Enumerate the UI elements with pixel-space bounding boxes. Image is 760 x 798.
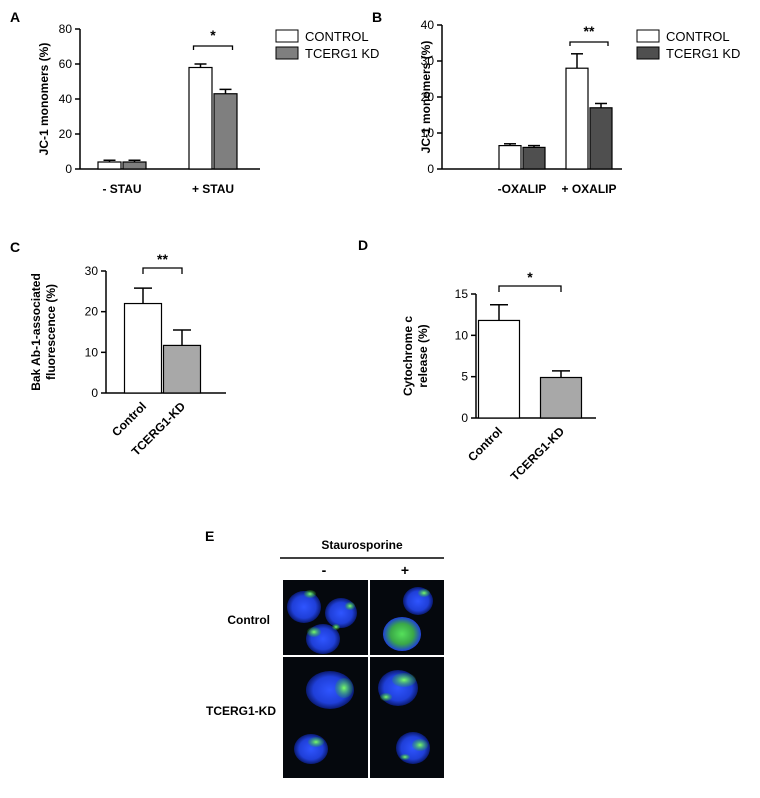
y-axis-label: Cytochrome c <box>401 316 415 396</box>
category-label: TCERG1-KD <box>508 424 568 484</box>
y-axis-label: release (%) <box>416 324 430 387</box>
y-tick-label: 10 <box>421 126 435 140</box>
legend-swatch <box>275 29 299 43</box>
panel-label: D <box>358 237 368 253</box>
bar <box>162 344 202 394</box>
bar <box>188 66 213 170</box>
legend-label: CONTROL <box>305 29 369 44</box>
y-axis-label: Bak Ab-1-associated <box>29 273 43 391</box>
cells-control-plus <box>383 587 433 651</box>
significance-bracket <box>142 267 183 274</box>
panel-e: E Staurosporine - + Control TCERG1-KD <box>205 528 444 778</box>
legend-label: TCERG1 KD <box>666 46 740 61</box>
bar <box>565 67 589 170</box>
cells-kd-plus <box>378 670 430 764</box>
category-label: Control <box>465 424 505 464</box>
legend-swatch <box>636 46 660 60</box>
y-tick-label: 20 <box>421 90 435 104</box>
significance-label: ** <box>157 251 168 267</box>
bar <box>123 302 163 394</box>
y-tick-label: 0 <box>91 386 98 400</box>
significance-label: * <box>527 269 533 285</box>
panel-label: C <box>10 239 20 255</box>
y-tick-label: 30 <box>421 54 435 68</box>
y-tick-label: 0 <box>461 411 468 425</box>
panel-a: A 0 20 40 60 80 JC-1 monomers (%) - STAU + STAU *… <box>10 9 379 196</box>
y-tick-label: 40 <box>59 92 73 106</box>
column-minus: - <box>322 562 327 578</box>
y-tick-label: 80 <box>59 22 73 36</box>
significance-label: ** <box>584 23 595 39</box>
y-axis-label: JC-1 monomers (%) <box>37 43 51 156</box>
bar <box>477 319 521 419</box>
category-label: + OXALIP <box>561 182 616 196</box>
bar <box>589 107 613 170</box>
y-tick-label: 40 <box>421 18 435 32</box>
y-tick-label: 10 <box>455 328 469 342</box>
significance-bracket <box>192 45 234 50</box>
y-tick-label: 10 <box>85 345 99 359</box>
significance-bracket <box>498 285 562 292</box>
bar <box>213 93 238 170</box>
legend-swatch <box>636 29 660 43</box>
row-tcerg1-kd: TCERG1-KD <box>206 704 276 718</box>
category-label: + STAU <box>192 182 234 196</box>
bar <box>522 146 546 170</box>
bar <box>122 161 147 170</box>
panel-label: B <box>372 9 382 25</box>
legend-swatch <box>275 46 299 60</box>
panel-d: D 0 5 10 15 Cytochrome c release (%) Control TCE… <box>358 237 596 484</box>
bar <box>97 161 122 170</box>
panel-c: C 0 10 20 30 Bak Ab-1-associated fluorescence … <box>10 239 226 459</box>
column-plus: + <box>401 562 409 578</box>
y-tick-label: 20 <box>85 305 99 319</box>
cells-control-minus <box>287 590 357 654</box>
panel-b: B 0 10 20 30 40 JC-1 monomers (%) -OXALIP + OXAL… <box>372 9 740 196</box>
legend-label: CONTROL <box>666 29 730 44</box>
significance-bracket <box>569 41 609 46</box>
y-tick-label: 0 <box>65 162 72 176</box>
row-control: Control <box>227 613 270 627</box>
cells-kd-minus <box>294 671 354 764</box>
y-axis-label: fluorescence (%) <box>44 284 58 380</box>
y-tick-label: 5 <box>461 370 468 384</box>
significance-label: * <box>210 27 216 43</box>
bar <box>498 145 522 170</box>
y-tick-label: 60 <box>59 57 73 71</box>
bar <box>539 376 583 419</box>
y-axis-label: JC-1 monomers (%) <box>419 41 433 154</box>
category-label: - STAU <box>102 182 141 196</box>
y-tick-label: 30 <box>85 264 99 278</box>
category-label: -OXALIP <box>498 182 547 196</box>
panel-label: A <box>10 9 20 25</box>
panel-e-label: E <box>205 528 214 544</box>
y-tick-label: 20 <box>59 127 73 141</box>
legend-label: TCERG1 KD <box>305 46 379 61</box>
y-tick-label: 15 <box>455 287 469 301</box>
y-tick-label: 0 <box>427 162 434 176</box>
staurosporine-header: Staurosporine <box>321 538 403 552</box>
